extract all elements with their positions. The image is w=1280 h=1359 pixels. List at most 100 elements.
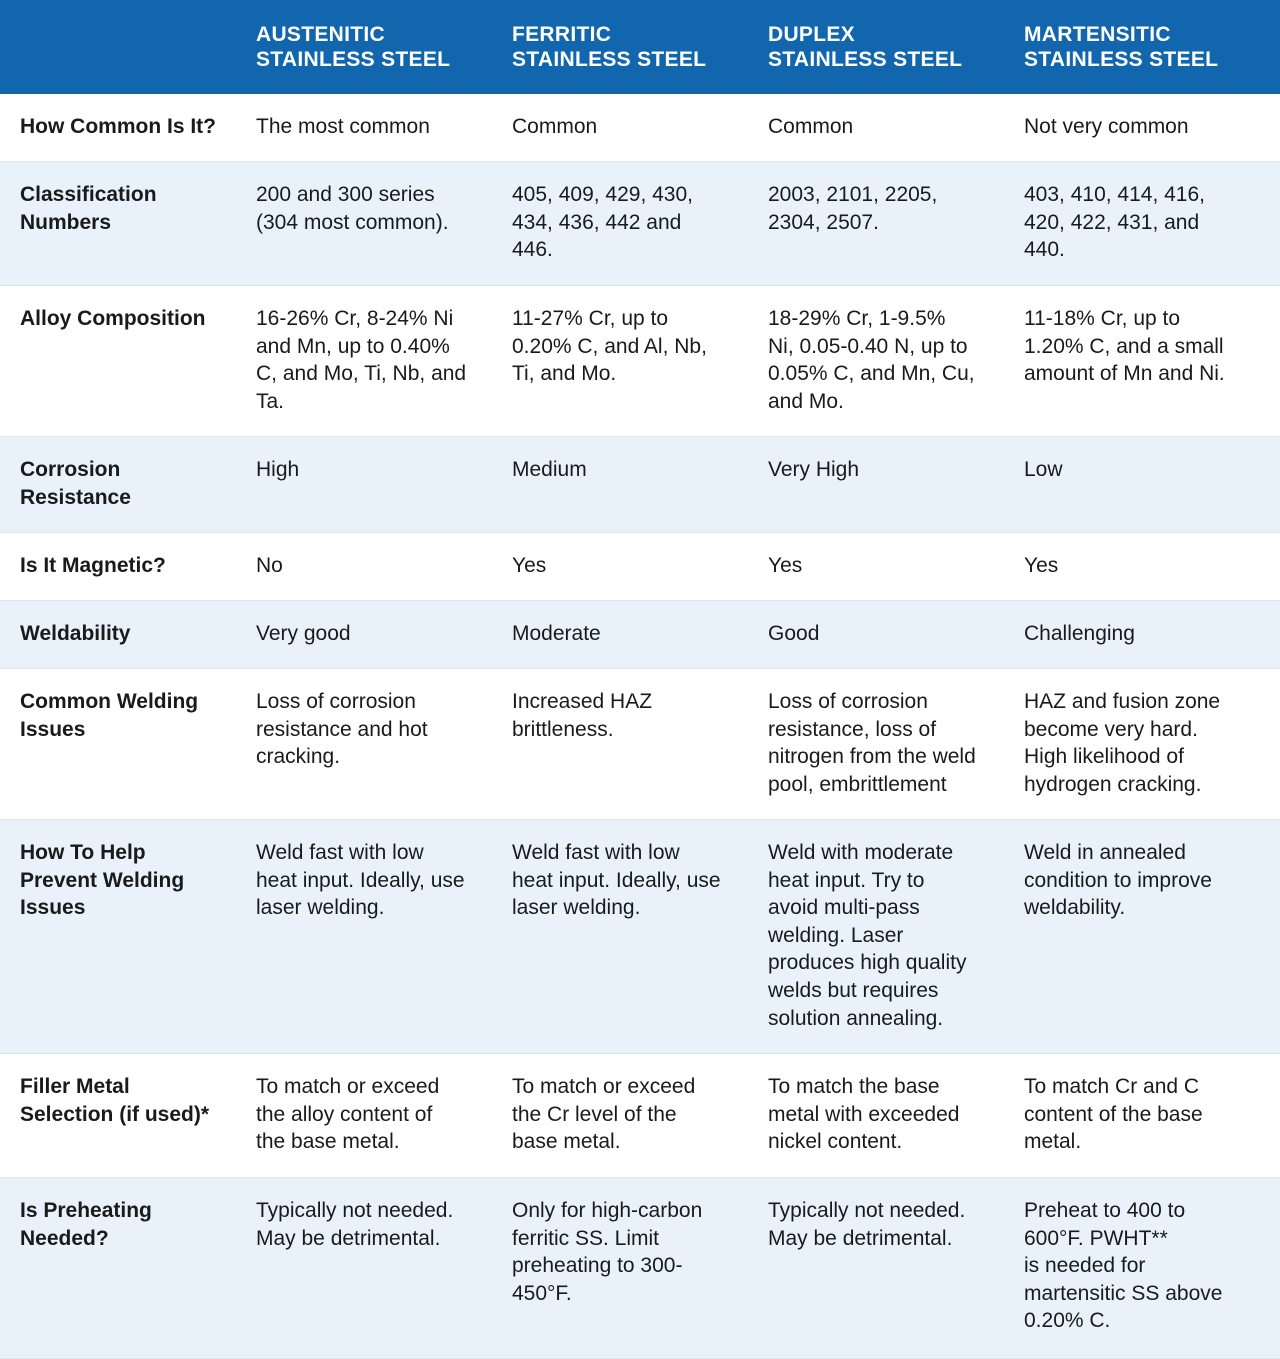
table-cell: To match or exceed the Cr level of the bas… [512,1054,768,1178]
cell-text-line: Moderate [512,622,601,645]
cell-text-line: base metal. [512,1130,621,1154]
cell-text-line: is needed for [1024,1254,1146,1278]
cell-text-line: produces high quality [768,951,967,975]
cell-text-line: Increased HAZ [512,690,653,713]
cell-text-line: heat input. Ideally, use [256,868,465,892]
cell-text-line: STAINLESS STEEL [256,48,451,71]
cell-text-line: C, and Mo, Ti, Nb, and [256,362,467,386]
cell-text-line: content of the base [1024,1102,1203,1126]
cell-text-line: Good [768,622,820,645]
cell-text-line: 0.05% C, and Mn, Cu, [768,362,975,386]
table-cell: Moderate [512,601,768,669]
table-cell: Medium [512,437,768,533]
cell-text-line: Ta. [256,389,285,413]
column-header: DUPLEX STAINLESS STEEL [768,0,1024,94]
cell-text-line: Is Preheating [20,1199,152,1222]
cell-text-line: laser welding. [256,896,385,920]
cell-text-line: Weld in annealed [1024,841,1186,864]
cell-text-line: metal. [1024,1130,1082,1154]
row-label: How To Help Prevent Welding Issues [0,820,256,1054]
cell-text-line: resistance, loss of [768,717,937,741]
table-cell: 16-26% Cr, 8-24% Ni and Mn, up to 0.40% C,… [256,286,512,437]
cell-text-line: Yes [512,554,547,577]
cell-text-line: laser welding. [512,896,641,920]
table-cell: Challenging [1024,601,1280,669]
column-header: AUSTENITIC STAINLESS STEEL [256,0,512,94]
cell-text-line: heat input. Try to [768,868,925,892]
table-cell: No [256,533,512,601]
table-cell: 11-27% Cr, up to 0.20% C, and Al, Nb, Ti, … [512,286,768,437]
cell-text-line: the alloy content of [256,1102,433,1126]
cell-text-line: Filler Metal [20,1075,130,1098]
cell-text-line: How To Help [20,841,146,864]
cell-text-line: pool, embrittlement [768,772,947,796]
cell-text-line: brittleness. [512,717,614,741]
cell-text-line: Typically not needed. [256,1199,454,1222]
cell-text-line: Ti, and Mo. [512,362,617,386]
cell-text-line: condition to improve [1024,868,1212,892]
cell-text-line: resistance and hot [256,717,428,741]
cell-text-line: Prevent Welding [20,868,185,892]
cell-text-line: Weld with moderate [768,841,954,864]
table-cell: Not very common [1024,94,1280,162]
table-cell: Yes [768,533,1024,601]
table-cell: Good [768,601,1024,669]
cell-text-line: nitrogen from the weld [768,745,976,769]
cell-text-line: To match or exceed [512,1075,696,1098]
row-label: Is Preheating Needed? [0,1178,256,1359]
cell-text-line: Only for high-carbon [512,1199,703,1222]
cell-text-line: Weld fast with low [512,841,680,864]
cell-text-line: Typically not needed. [768,1199,966,1222]
table-cell: Common [768,94,1024,162]
cell-text-line: Loss of corrosion [768,690,928,713]
table-cell: 18-29% Cr, 1-9.5% Ni, 0.05-0.40 N, up to 0… [768,286,1024,437]
row-label: How Common Is It? [0,94,256,162]
cell-text-line: 0.20% C. [1024,1309,1111,1333]
cell-text-line: To match or exceed [256,1075,440,1098]
cell-text-line: cracking. [256,745,341,769]
cell-text-line: martensitic SS above [1024,1281,1223,1305]
cell-text-line: How Common Is It? [20,115,216,138]
cell-text-line: amount of Mn and Ni. [1024,362,1225,386]
table-cell: Common [512,94,768,162]
table-cell: Weld fast with low heat input. Ideally, u… [512,820,768,1054]
cell-text-line: 11-18% Cr, up to [1024,307,1181,330]
table-cell: HAZ and fusion zone become very hard. High… [1024,669,1280,820]
cell-text-line: Ni, 0.05-0.40 N, up to [768,334,968,358]
cell-text-line: Yes [768,554,803,577]
cell-text-line: 434, 436, 442 and [512,210,682,234]
cell-text-line: Issues [20,896,86,920]
table-cell: Loss of corrosion resistance and hot crack… [256,669,512,820]
cell-text-line: 18-29% Cr, 1-9.5% [768,307,946,330]
cell-text-line: Loss of corrosion [256,690,416,713]
cell-text-line: STAINLESS STEEL [768,48,963,71]
table-cell: 403, 410, 414, 416, 420, 422, 431, and 440… [1024,162,1280,286]
cell-text-line: High likelihood of [1024,745,1184,769]
header-corner-cell [0,0,256,94]
table-cell: High [256,437,512,533]
cell-text-line: Medium [512,458,587,481]
cell-text-line: May be detrimental. [768,1226,953,1250]
cell-text-line: Alloy Composition [20,307,206,330]
cell-text-line: Weldability [20,622,131,645]
cell-text-line: MARTENSITIC [1024,23,1171,46]
row-label: Filler Metal Selection (if used)* [0,1054,256,1178]
table-cell: Low [1024,437,1280,533]
cell-text-line: Classification [20,183,157,206]
cell-text-line: avoid multi-pass [768,896,920,920]
cell-text-line: 600°F. PWHT** [1024,1226,1168,1250]
table-cell: To match or exceed the alloy content of th… [256,1054,512,1178]
table-cell: Typically not needed. May be detrimental. [256,1178,512,1359]
cell-text-line: nickel content. [768,1130,903,1154]
table-cell: 2003, 2101, 2205, 2304, 2507. [768,162,1024,286]
table-cell: Typically not needed. May be detrimental. [768,1178,1024,1359]
cell-text-line: 403, 410, 414, 416, [1024,183,1205,206]
table-cell: To match Cr and C content of the base meta… [1024,1054,1280,1178]
column-header: FERRITIC STAINLESS STEEL [512,0,768,94]
table-cell: Yes [512,533,768,601]
cell-text-line: the Cr level of the [512,1102,677,1126]
cell-text-line: Yes [1024,554,1059,577]
cell-text-line: STAINLESS STEEL [512,48,707,71]
cell-text-line: welding. Laser [768,923,904,947]
cell-text-line: No [256,554,283,577]
